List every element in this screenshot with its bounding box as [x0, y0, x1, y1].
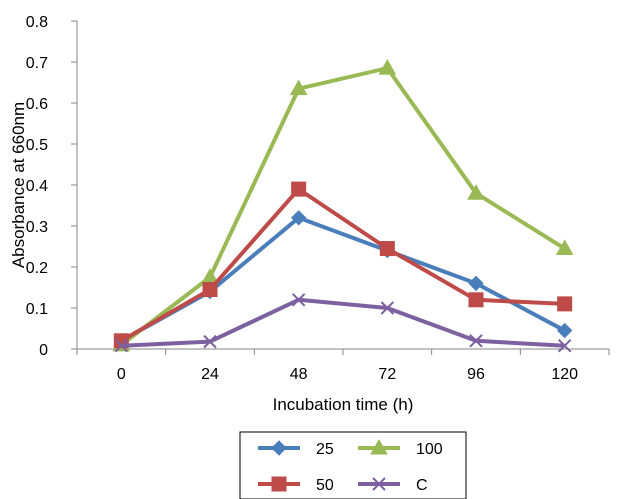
y-tick-label: 0.1 [26, 301, 48, 318]
y-tick-label: 0.6 [26, 96, 48, 113]
series-line-50 [120, 187, 565, 343]
data-point-C [114, 339, 129, 353]
x-tick-label: 96 [467, 366, 485, 383]
data-point-50 [557, 296, 573, 312]
data-point-50 [379, 241, 395, 257]
x-ticks: 0 24 48 72 96 120 [76, 349, 610, 383]
legend-marker [372, 477, 386, 491]
data-point-100 [467, 184, 485, 200]
x-tick-label: 72 [378, 366, 396, 383]
legend-entry-C: C [358, 477, 428, 494]
axes [76, 21, 609, 350]
legend-label: 100 [416, 441, 443, 458]
legend-label: C [416, 477, 428, 494]
series-25 [113, 210, 573, 349]
series-50 [113, 181, 573, 349]
x-tick-label: 120 [551, 366, 578, 383]
x-tick-label: 0 [117, 366, 126, 383]
legend-label: 25 [316, 441, 334, 458]
y-tick-label: 0.2 [26, 260, 48, 277]
legend-marker [271, 476, 287, 492]
legend-entry-50: 50 [258, 476, 334, 494]
y-axis-label: Absorbance at 660nm [9, 102, 28, 268]
data-point-C [203, 334, 217, 349]
y-tick-label: 0.3 [26, 219, 48, 236]
data-point-C [291, 293, 306, 307]
legend-entry-25: 25 [258, 440, 334, 458]
x-tick-label: 48 [290, 366, 308, 383]
data-point-50 [202, 282, 218, 298]
y-tick-label: 0.5 [26, 137, 48, 154]
y-tick-label: 0.4 [26, 178, 48, 195]
data-point-C [380, 301, 395, 315]
data-point-25 [290, 210, 307, 226]
series-line-100 [120, 66, 566, 347]
data-point-25 [556, 322, 573, 339]
data-point-50 [291, 181, 307, 197]
series-line-C [121, 297, 565, 348]
legend-marker [370, 438, 388, 455]
data-point-100 [378, 59, 397, 75]
series-line-25 [120, 215, 566, 343]
data-point-25 [468, 275, 484, 292]
data-point-100 [555, 239, 574, 256]
x-tick-label: 24 [201, 366, 219, 383]
legend-marker [271, 440, 287, 456]
legend-label: 50 [316, 477, 334, 494]
data-point-100 [289, 79, 308, 96]
data-point-C [557, 339, 572, 353]
legend: 25 100 50 C [239, 431, 467, 499]
data-point-C [469, 334, 483, 348]
series-group [112, 59, 574, 353]
legend-entry-100: 100 [358, 438, 443, 458]
y-tick-label: 0.7 [26, 55, 48, 72]
x-axis-label: Incubation time (h) [273, 395, 414, 414]
y-ticks: 0 0.1 0.2 0.3 0.4 0.5 0.6 0.7 0.8 [26, 14, 77, 359]
series-C [114, 293, 572, 353]
y-tick-label: 0.8 [26, 14, 48, 31]
data-point-50 [468, 292, 484, 308]
y-tick-label: 0 [39, 342, 48, 359]
